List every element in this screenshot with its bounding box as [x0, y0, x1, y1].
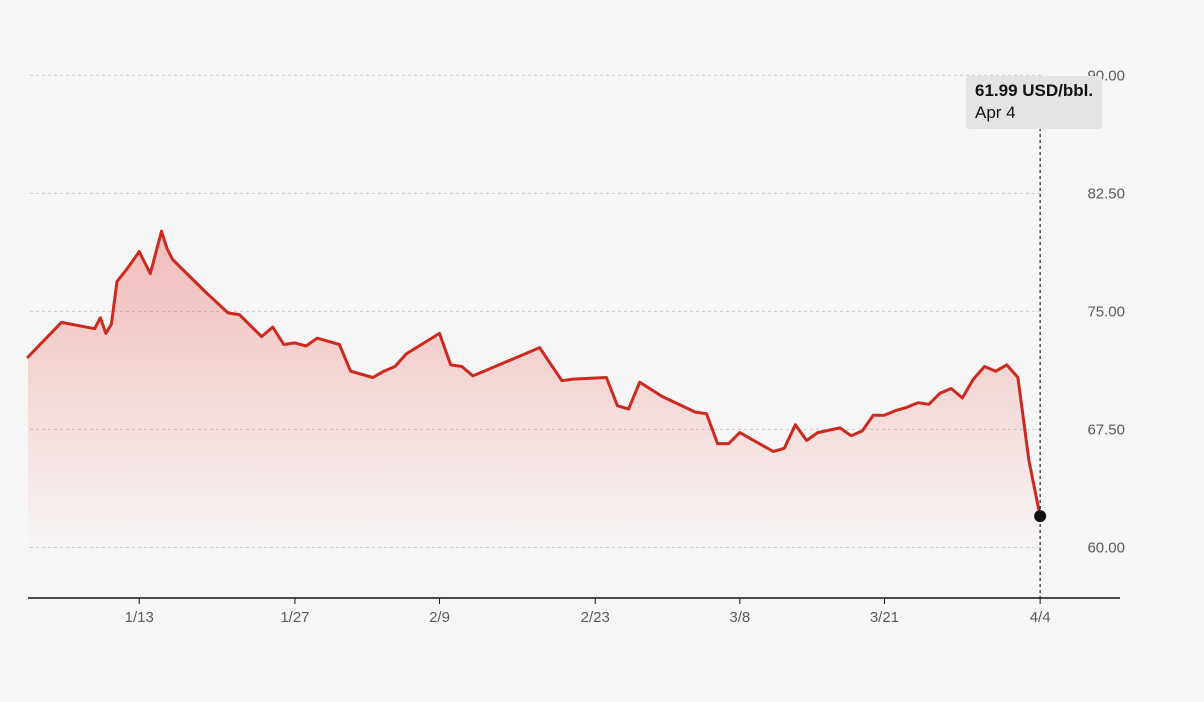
tooltip-date: Apr 4	[975, 103, 1016, 122]
series-area-fill	[28, 231, 1041, 556]
series-layer	[26, 229, 1042, 518]
x-axis: 1/13 1/27 2/9 2/23 3/8 3/21 4/4	[28, 597, 1120, 626]
price-line	[26, 229, 1042, 518]
x-tick-label: 3/21	[870, 609, 899, 626]
area-layer	[28, 231, 1041, 556]
price-tooltip: 61.99 USD/bbl. Apr 4	[966, 76, 1103, 129]
x-tick-label: 3/8	[729, 609, 750, 626]
x-tick-label: 2/23	[581, 609, 610, 626]
x-tick-label: 1/13	[125, 609, 154, 626]
tooltip-value: 61.99 USD/bbl.	[975, 81, 1094, 100]
x-tick-label: 1/27	[280, 609, 309, 626]
y-tick-label: 60.00	[1087, 539, 1125, 556]
y-tick-label: 82.50	[1087, 185, 1125, 202]
y-tick-label: 67.50	[1087, 421, 1125, 438]
y-tick-label: 75.00	[1087, 303, 1125, 320]
x-tick-label: 2/9	[429, 609, 450, 626]
x-tick-label: 4/4	[1030, 609, 1051, 626]
last-point-marker	[1034, 510, 1047, 523]
marker-layer	[1034, 128, 1047, 598]
